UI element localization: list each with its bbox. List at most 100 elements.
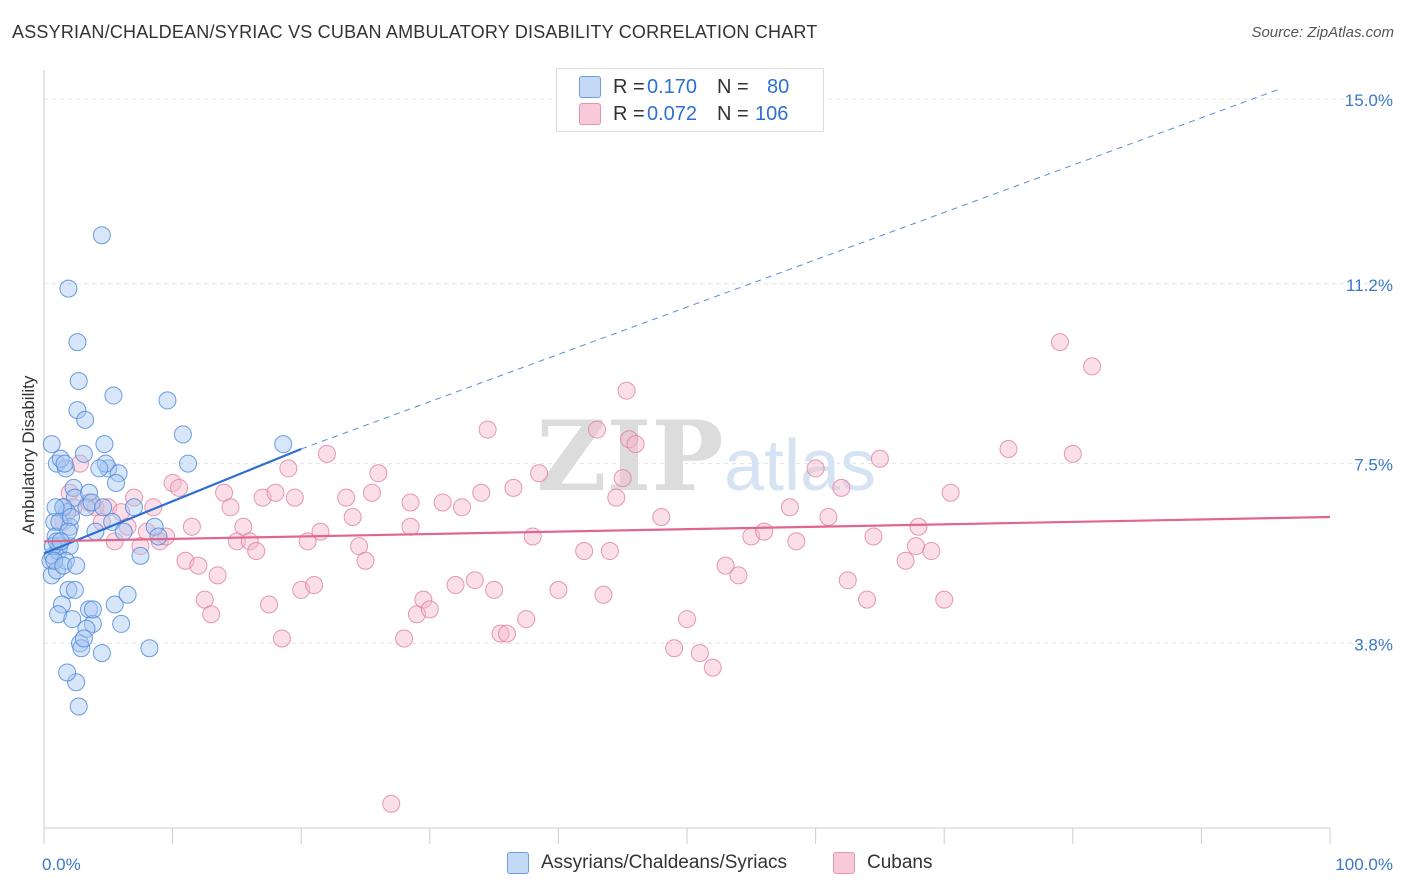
cubans-point [870,449,889,468]
cubans-point [504,478,523,497]
cubans-point [71,454,90,473]
assyrian-point [92,644,111,663]
legend-label-assyrians: Assyrians/Chaldeans/Syriacs [541,852,788,873]
cubans-point [452,498,471,517]
assyrian-point [125,498,144,517]
cubans-point [935,590,954,609]
cubans-point [1063,444,1082,463]
cubans-point [838,571,857,590]
cubans-point [189,556,208,575]
cubans-point [395,629,414,648]
watermark: ZIP atlas [536,400,876,513]
cubans-point [716,556,735,575]
assyrian-point [50,512,69,531]
legend-r-label: R = [613,75,645,98]
cubans-point [433,493,452,512]
cubans-points [54,333,1102,813]
cubans-point [260,595,279,614]
legend-swatch-pink [833,852,855,874]
cubans-point [678,610,696,629]
cubans-point [285,488,304,507]
assyrian-point [45,551,64,570]
assyrian-point [90,459,109,478]
legend-r-label: R = [613,102,645,125]
assyrian-point [82,493,101,512]
cubans-point [485,580,504,599]
legend-n-value: 106 [755,102,789,125]
cubans-point [208,566,227,585]
cubans-point [337,488,356,507]
cubans-point [703,658,722,677]
legend-swatch-blue [579,76,601,98]
assyrian-point [107,474,126,493]
legend-n-label: N = [717,102,749,125]
cubans-point [105,532,124,551]
cubans-point [182,517,201,536]
assyrian-point [140,639,159,658]
assyrian-point [69,697,88,716]
assyrian-point [95,435,114,454]
tick-labels: 3.8% 7.5% 11.2% 15.0% 0.0% 100.0% [42,91,1393,874]
axes [43,70,1331,844]
legend-row-cubans: R = 0.072 N = 106 [579,101,788,127]
cubans-point [999,440,1018,458]
assyrian-point [54,556,73,575]
cubans-point [690,644,709,663]
cubans-point [909,517,928,536]
cubans-point [587,420,606,439]
cubans-point [755,522,774,541]
assyrian-point [65,488,84,507]
legend-swatch-pink [579,103,601,125]
assyrian-point [173,425,192,444]
assyrian-point [94,498,113,517]
grid-lines [44,98,1390,644]
cubans-point [549,580,568,599]
cubans-point [729,566,748,585]
cubans-point [465,571,484,590]
cubans-point [157,527,176,546]
cubans-point [806,459,825,478]
assyrian-point [118,585,137,604]
assyrian-point [179,454,198,473]
assyrian-point [67,556,86,575]
cubans-point [613,469,632,488]
y-tick-label: 7.5% [1354,456,1393,475]
assyrian-point [99,459,118,478]
cubans-point [356,551,375,570]
x-tick-label: 0.0% [42,855,81,874]
assyrian-point [76,410,95,429]
cubans-point [369,464,388,483]
assyrian-point [158,391,177,410]
cubans-point [626,435,645,454]
assyrian-point [59,279,78,298]
cubans-point [382,794,401,813]
assyrian-point [112,614,131,633]
cubans-point [202,605,221,624]
cubans-point [317,444,336,463]
cubans-point [420,600,439,619]
assyrian-point [63,610,82,629]
assyrian-point [49,605,68,624]
cubans-point [472,483,491,502]
assyrian-points [41,226,293,716]
cubans-point [401,517,420,536]
assyrian-point [67,673,86,692]
cubans-point [819,508,838,527]
assyrian-trend-line [43,447,302,555]
chart-title: ASSYRIAN/CHALDEAN/SYRIAC VS CUBAN AMBULA… [12,22,818,42]
assyrian-point [83,600,102,619]
cubans-point [858,590,877,609]
y-axis-label: Ambulatory Disability [19,375,38,534]
assyrian-point [65,580,84,599]
legend-r-value: 0.170 [647,75,698,98]
cubans-point [594,585,613,604]
cubans-point [530,464,549,483]
y-tick-label: 11.2% [1346,276,1393,295]
legend-n-label: N = [717,75,749,98]
assyrian-point [69,371,88,390]
cubans-point [491,624,510,643]
x-tick-label: 100.0% [1335,855,1393,874]
cubans-point [272,629,291,648]
cubans-point [266,483,285,502]
cubans-point [787,532,806,551]
